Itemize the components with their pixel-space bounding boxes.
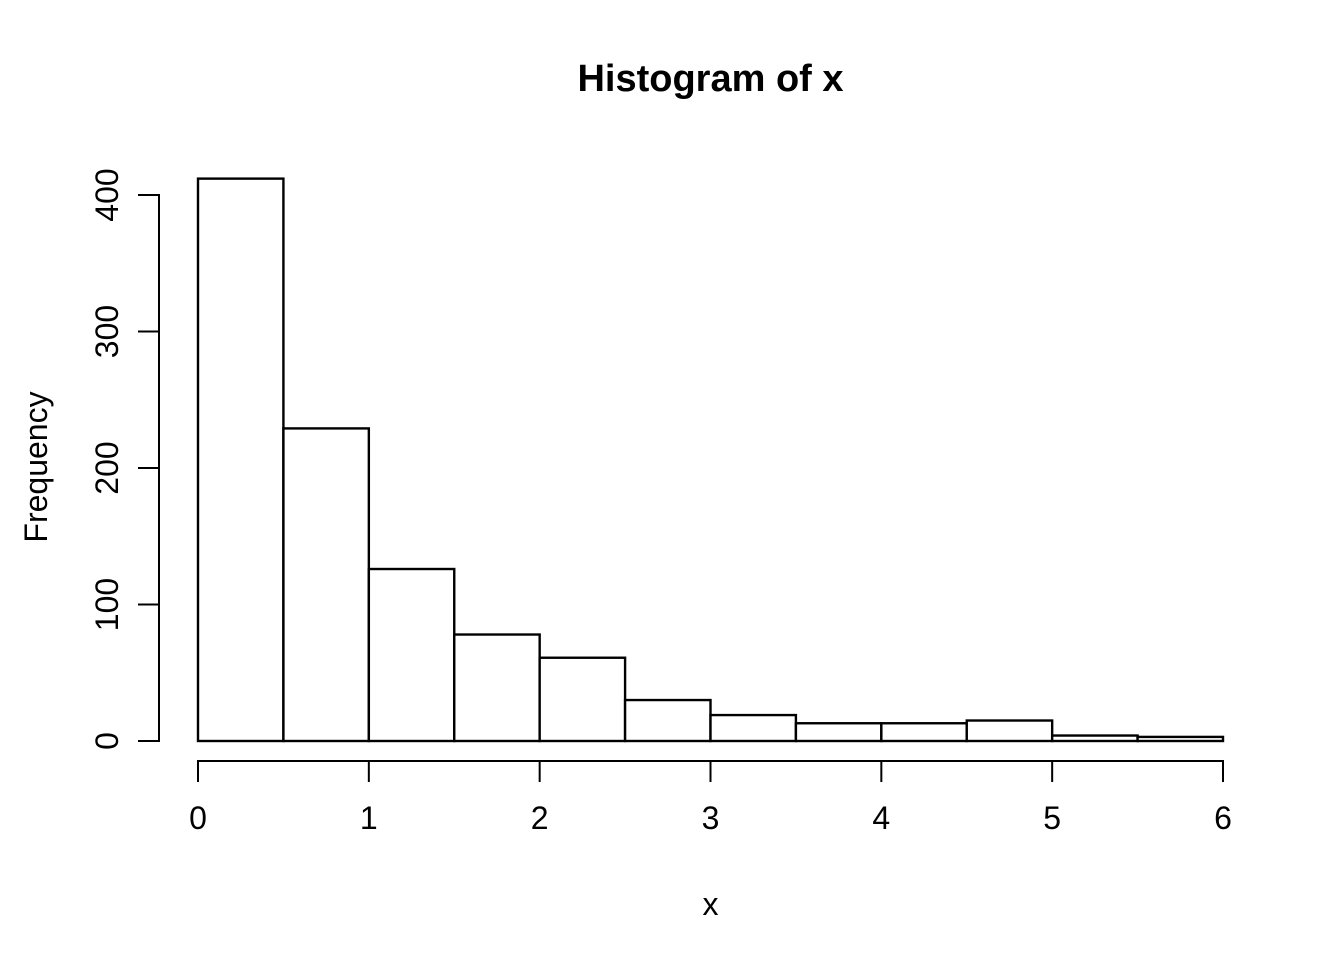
y-tick-label: 300 — [89, 305, 125, 358]
y-tick-label: 400 — [89, 168, 125, 221]
histogram-bar — [623, 698, 712, 743]
x-tick-label: 3 — [702, 800, 720, 836]
y-tick-label: 100 — [89, 578, 125, 631]
x-tick-label: 0 — [189, 800, 207, 836]
x-tick-label: 4 — [872, 800, 890, 836]
histogram-bar — [1050, 734, 1139, 743]
histogram-bar — [1136, 735, 1225, 743]
x-tick-label: 6 — [1214, 800, 1232, 836]
y-tick-label: 0 — [89, 732, 125, 750]
x-tick-label: 5 — [1043, 800, 1061, 836]
histogram-bar — [196, 177, 285, 743]
histogram-bar — [709, 713, 798, 743]
histogram-bar — [453, 633, 541, 743]
x-tick-label: 2 — [531, 800, 549, 836]
histogram-bar — [282, 427, 371, 743]
histogram-bar — [794, 722, 883, 743]
x-tick-label: 1 — [360, 800, 378, 836]
histogram-bar — [880, 722, 968, 743]
x-axis-label: x — [702, 886, 719, 922]
histogram-bar — [538, 656, 627, 743]
histogram-bar — [965, 719, 1054, 743]
histogram-bar — [367, 567, 456, 743]
chart-title: Histogram of x — [577, 58, 844, 100]
y-tick-label: 200 — [89, 441, 125, 494]
